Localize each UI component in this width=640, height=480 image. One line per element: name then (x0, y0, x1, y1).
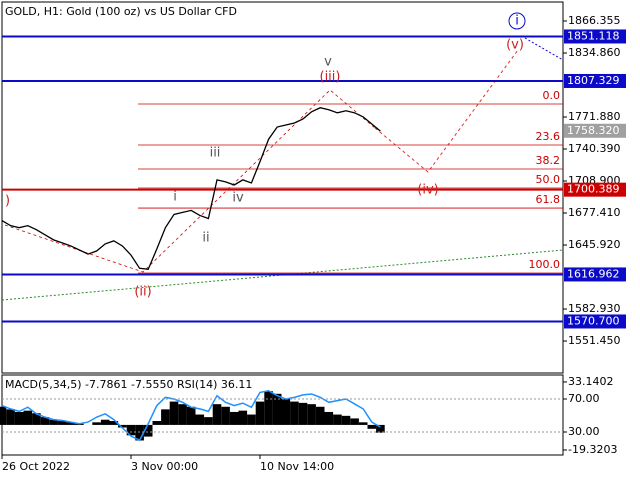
wave-label: ii (202, 231, 209, 246)
macd-bar (6, 409, 15, 425)
macd-bar (161, 409, 170, 425)
level-box (564, 29, 626, 44)
fib-label: 61.8 (536, 193, 561, 206)
wave-label: i (173, 190, 177, 205)
macd-bar (229, 411, 239, 425)
fib-label: 23.6 (536, 130, 561, 143)
wave-label: (v) (506, 38, 524, 53)
fib-label: 38.2 (536, 154, 561, 167)
macd-bar (212, 404, 222, 425)
y-tick-label: 1551.450 (568, 334, 621, 347)
macd-bar (264, 391, 273, 425)
macd-bar (178, 404, 187, 425)
level-box (564, 314, 626, 329)
main-frame (1, 1, 564, 374)
macd-bar (238, 410, 248, 425)
wave-circle (508, 12, 526, 30)
macd-bar (307, 404, 316, 425)
macd-bar (100, 419, 110, 425)
macd-bar (109, 421, 119, 425)
wave-label: iii (210, 146, 221, 161)
macd-bar (32, 413, 41, 425)
level-label: 1570.700 (567, 314, 620, 327)
wave-label: v (324, 55, 332, 70)
indicator-title: MACD(5,34,5) -7.7861 -7.5550 RSI(14) 36.… (5, 378, 252, 391)
macd-bar (315, 406, 325, 425)
y-tick-label: 33.1402 (568, 375, 614, 388)
fib-label: 100.0 (529, 258, 561, 271)
projection-path (374, 49, 519, 173)
y2-tick-label: 70.00 (568, 392, 600, 405)
wave-path (4, 89, 376, 273)
y-tick-label: -19.3203 (568, 443, 617, 456)
macd-bar (195, 414, 205, 425)
level-box (564, 182, 626, 197)
current-price-box (564, 123, 626, 138)
macd-bar (135, 424, 144, 441)
macd-bar (204, 417, 213, 425)
macd-bar (290, 401, 299, 425)
macd-bar (169, 401, 179, 425)
macd-bar (14, 411, 24, 425)
level-label: 1807.329 (567, 74, 620, 87)
macd-bar (341, 415, 351, 425)
macd-bar (143, 424, 153, 437)
level-label: 1851.118 (567, 29, 620, 42)
macd-bar (324, 411, 334, 425)
wave-label: i (515, 14, 519, 29)
level-label: 1700.389 (567, 183, 620, 196)
wave-label: (ii) (134, 285, 151, 300)
macd-bar (333, 414, 342, 425)
macd-bar (281, 398, 291, 425)
macd-bar (40, 417, 50, 425)
macd-bar (255, 401, 265, 425)
fib-label: 0.0 (543, 89, 561, 102)
macd-bar (221, 406, 230, 425)
macd-bar (152, 421, 162, 425)
level-box (564, 73, 626, 88)
level-box (564, 267, 626, 282)
macd-bar (0, 406, 7, 425)
macd-bar (350, 418, 359, 425)
y-tick-label: 1677.410 (568, 206, 621, 219)
macd-bar (49, 419, 58, 425)
price-line (1, 107, 381, 271)
y2-tick-label: 30.00 (568, 425, 600, 438)
current-price-label: 1758.320 (567, 124, 620, 137)
macd-bar (23, 410, 33, 425)
wave-label: (iv) (417, 183, 438, 198)
macd-bar (186, 406, 196, 425)
level-label: 1616.962 (567, 267, 620, 280)
projection-line (524, 37, 564, 61)
macd-bar (92, 422, 101, 425)
y-tick-label: 1645.920 (568, 238, 621, 251)
macd-bar (57, 421, 67, 425)
macd-bar (247, 414, 256, 425)
wave-label: (iii) (320, 70, 341, 85)
y-tick-label: 1866.355 (568, 14, 621, 27)
y-tick-label: 1740.390 (568, 142, 621, 155)
rsi-line (1, 389, 381, 442)
macd-bar (118, 424, 127, 428)
y-tick-label: 1582.930 (568, 302, 621, 315)
macd-bar (66, 422, 76, 425)
x-tick-label: 26 Oct 2022 (2, 460, 70, 473)
macd-bar (376, 424, 385, 433)
macd-bar (272, 393, 282, 425)
y-tick-label: 1771.880 (568, 110, 621, 123)
macd-bar (367, 424, 377, 429)
x-tick-label: 3 Nov 00:00 (131, 460, 198, 473)
wave-label: iv (232, 191, 244, 206)
fib-label: 50.0 (536, 173, 561, 186)
chart-title: GOLD, H1: Gold (100 oz) vs US Dollar CFD (5, 5, 237, 18)
y-tick-label: 1834.860 (568, 46, 621, 59)
macd-bar (298, 402, 308, 425)
wave-label: ) (5, 194, 10, 209)
macd-bar (358, 422, 368, 425)
x-tick-label: 10 Nov 14:00 (260, 460, 334, 473)
macd-bar (126, 424, 136, 436)
